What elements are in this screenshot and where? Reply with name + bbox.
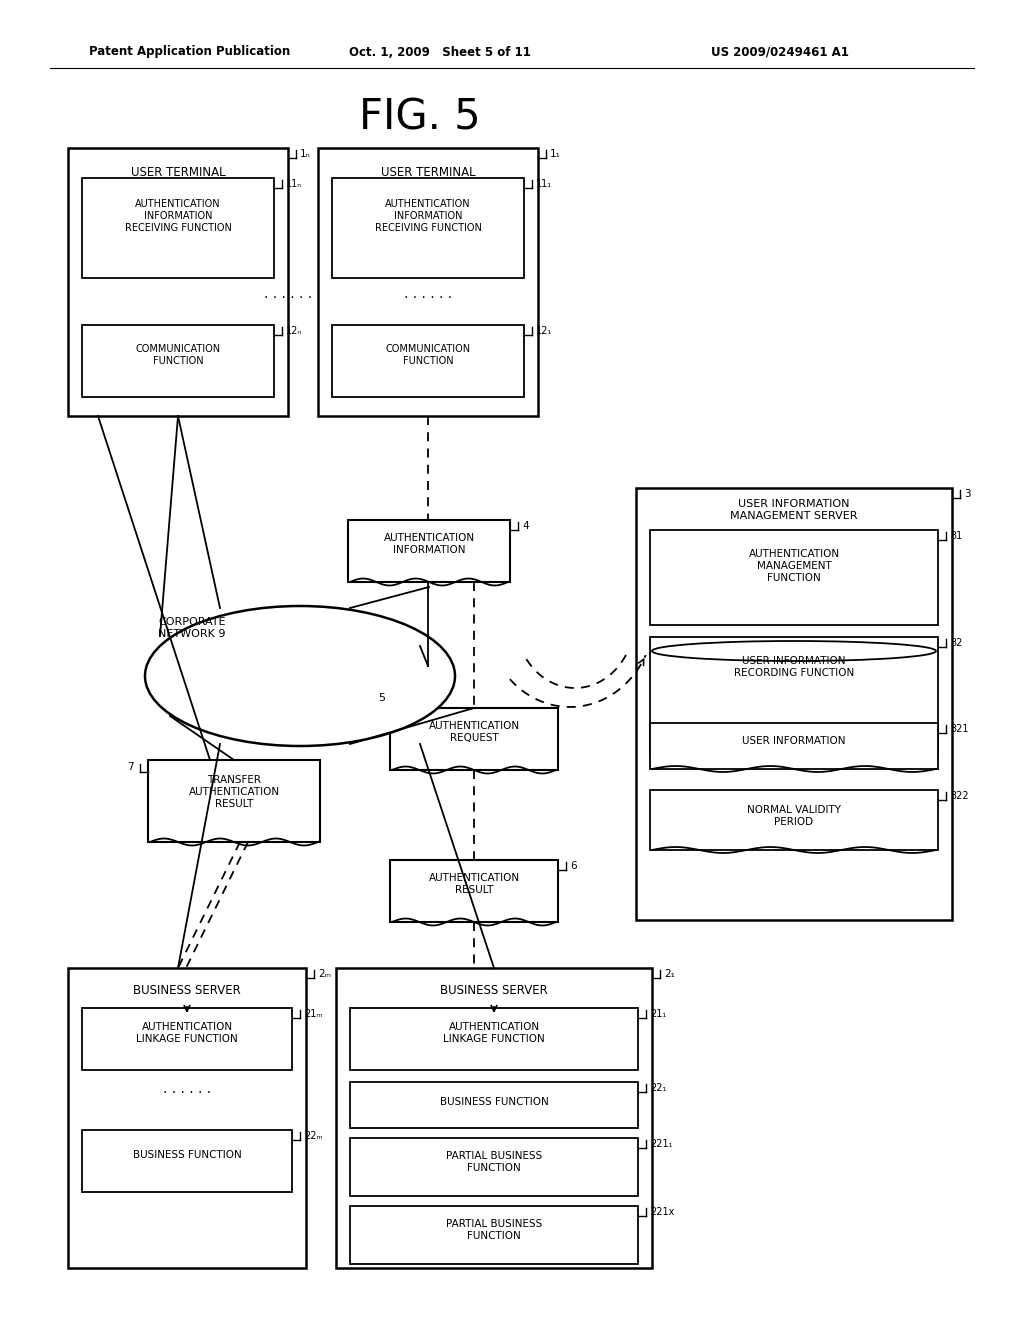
Bar <box>350 1206 638 1265</box>
Text: 11₁: 11₁ <box>536 180 552 189</box>
Text: BUSINESS FUNCTION: BUSINESS FUNCTION <box>439 1097 549 1107</box>
Text: BUSINESS FUNCTION: BUSINESS FUNCTION <box>133 1150 242 1160</box>
Text: NORMAL VALIDITY
PERIOD: NORMAL VALIDITY PERIOD <box>746 805 841 826</box>
Text: 221x: 221x <box>650 1206 675 1217</box>
Bar <box>148 760 319 842</box>
Text: 12ₙ: 12ₙ <box>286 326 302 337</box>
Text: AUTHENTICATION
REQUEST: AUTHENTICATION REQUEST <box>428 721 519 743</box>
Text: 322: 322 <box>950 791 969 801</box>
Text: USER INFORMATION: USER INFORMATION <box>742 737 846 746</box>
Text: 221₁: 221₁ <box>650 1139 673 1148</box>
Bar <box>82 1130 292 1192</box>
Bar <box>390 861 558 921</box>
Bar <box>650 531 938 624</box>
Text: · · · · · ·: · · · · · · <box>264 290 312 305</box>
Bar <box>82 1008 292 1071</box>
Text: 6: 6 <box>570 861 577 871</box>
Text: 22ₘ: 22ₘ <box>304 1131 323 1140</box>
Text: 3: 3 <box>964 488 971 499</box>
Bar <box>636 488 952 920</box>
Text: USER TERMINAL: USER TERMINAL <box>381 165 475 178</box>
Bar <box>332 178 524 279</box>
Text: 1₁: 1₁ <box>550 149 561 158</box>
Bar <box>348 520 510 582</box>
Bar <box>650 723 938 770</box>
Text: 32: 32 <box>950 638 963 648</box>
Text: 321: 321 <box>950 723 969 734</box>
Bar <box>68 968 306 1269</box>
Text: · · · · · ·: · · · · · · <box>163 1086 211 1100</box>
Text: AUTHENTICATION
INFORMATION
RECEIVING FUNCTION: AUTHENTICATION INFORMATION RECEIVING FUN… <box>125 199 231 232</box>
Text: COMMUNICATION
FUNCTION: COMMUNICATION FUNCTION <box>135 345 220 366</box>
Text: 4: 4 <box>522 521 528 531</box>
Text: AUTHENTICATION
RESULT: AUTHENTICATION RESULT <box>428 874 519 895</box>
Ellipse shape <box>145 606 455 746</box>
Text: PARTIAL BUSINESS
FUNCTION: PARTIAL BUSINESS FUNCTION <box>445 1220 542 1241</box>
Bar <box>318 148 538 416</box>
Bar <box>650 638 938 752</box>
Bar <box>82 325 274 397</box>
Text: 21₁: 21₁ <box>650 1008 667 1019</box>
Text: USER TERMINAL: USER TERMINAL <box>131 165 225 178</box>
Bar <box>336 968 652 1269</box>
Text: Patent Application Publication: Patent Application Publication <box>89 45 291 58</box>
Text: 2₁: 2₁ <box>664 969 675 979</box>
Text: 1ₙ: 1ₙ <box>300 149 310 158</box>
Bar <box>390 708 558 770</box>
Bar <box>350 1138 638 1196</box>
Bar <box>650 789 938 850</box>
Text: COMMUNICATION
FUNCTION: COMMUNICATION FUNCTION <box>385 345 471 366</box>
Text: · · · · · ·: · · · · · · <box>403 290 452 305</box>
Text: Oct. 1, 2009   Sheet 5 of 11: Oct. 1, 2009 Sheet 5 of 11 <box>349 45 530 58</box>
Text: BUSINESS SERVER: BUSINESS SERVER <box>440 983 548 997</box>
Bar <box>350 1008 638 1071</box>
Text: 22₁: 22₁ <box>650 1082 667 1093</box>
Text: AUTHENTICATION
MANAGEMENT
FUNCTION: AUTHENTICATION MANAGEMENT FUNCTION <box>749 549 840 582</box>
Text: AUTHENTICATION
INFORMATION: AUTHENTICATION INFORMATION <box>383 533 474 554</box>
Text: PARTIAL BUSINESS
FUNCTION: PARTIAL BUSINESS FUNCTION <box>445 1151 542 1172</box>
Text: 2ₘ: 2ₘ <box>318 969 331 979</box>
Text: USER INFORMATION
RECORDING FUNCTION: USER INFORMATION RECORDING FUNCTION <box>734 656 854 677</box>
Text: 11ₙ: 11ₙ <box>286 180 302 189</box>
Bar <box>332 325 524 397</box>
Text: BUSINESS SERVER: BUSINESS SERVER <box>133 983 241 997</box>
Text: CORPORATE
NETWORK 9: CORPORATE NETWORK 9 <box>159 618 225 639</box>
Bar <box>68 148 288 416</box>
Text: USER INFORMATION
MANAGEMENT SERVER: USER INFORMATION MANAGEMENT SERVER <box>730 499 858 521</box>
Text: AUTHENTICATION
LINKAGE FUNCTION: AUTHENTICATION LINKAGE FUNCTION <box>136 1022 238 1044</box>
Text: 12₁: 12₁ <box>536 326 552 337</box>
Text: AUTHENTICATION
INFORMATION
RECEIVING FUNCTION: AUTHENTICATION INFORMATION RECEIVING FUN… <box>375 199 481 232</box>
Text: TRANSFER
AUTHENTICATION
RESULT: TRANSFER AUTHENTICATION RESULT <box>188 775 280 809</box>
Text: US 2009/0249461 A1: US 2009/0249461 A1 <box>711 45 849 58</box>
Text: FIG. 5: FIG. 5 <box>359 96 481 139</box>
Text: 21ₘ: 21ₘ <box>304 1008 323 1019</box>
Text: 7: 7 <box>127 762 134 772</box>
Bar <box>350 1082 638 1129</box>
Text: AUTHENTICATION
LINKAGE FUNCTION: AUTHENTICATION LINKAGE FUNCTION <box>443 1022 545 1044</box>
Text: 31: 31 <box>950 531 963 541</box>
Bar <box>82 178 274 279</box>
Text: 5: 5 <box>378 693 385 704</box>
